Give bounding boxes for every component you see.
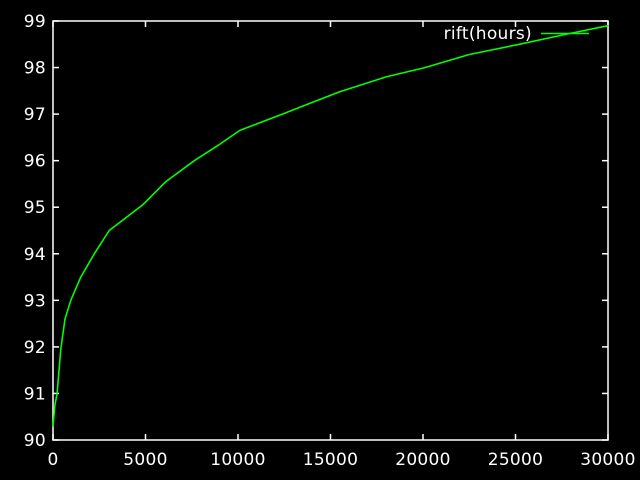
y-tick-label: 99 [24,12,46,32]
y-tick-label: 93 [24,291,46,311]
rift-curve [52,24,609,427]
y-tick-label: 90 [24,431,46,451]
x-tick-label: 0 [47,450,58,470]
y-tick-label: 96 [24,152,46,172]
legend-label: rift(hours) [444,24,532,44]
y-tick-label: 97 [24,105,46,125]
x-tick-label: 30000 [580,450,636,470]
y-tick-label: 95 [24,198,46,218]
y-tick-label: 91 [24,384,46,404]
plot-border [52,20,609,441]
y-tick-label: 92 [24,338,46,358]
x-tick-label: 5000 [123,450,167,470]
x-tick-label: 10000 [210,450,266,470]
y-axis-ticks: 90 91 92 93 94 95 96 97 98 99 [24,12,608,451]
x-axis-ticks: 0 5000 10000 15000 20000 25000 30000 [47,21,635,470]
x-tick-label: 20000 [395,450,451,470]
x-tick-label: 15000 [303,450,359,470]
legend: rift(hours) [444,24,589,44]
y-tick-label: 94 [24,245,46,265]
y-tick-label: 98 [24,59,46,79]
x-tick-label: 25000 [488,450,544,470]
